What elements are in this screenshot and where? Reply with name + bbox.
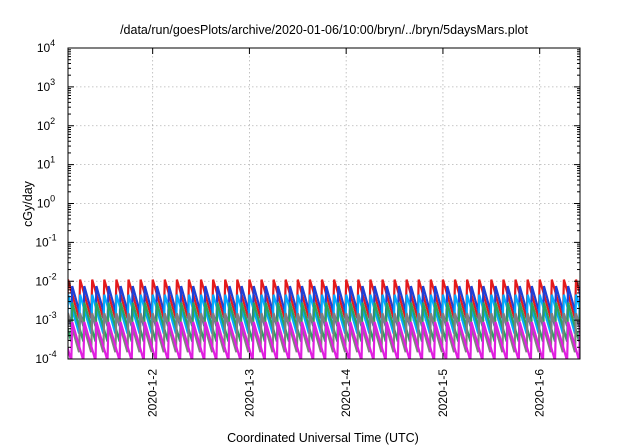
- x-tick-labels: 2020-1-2 2020-1-3 2020-1-4 2020-1-5 2020-1-6: [146, 369, 547, 417]
- series-layer: [68, 279, 580, 359]
- y-tick-label: 100: [37, 194, 55, 211]
- x-axis-label: Coordinated Universal Time (UTC): [227, 431, 419, 445]
- y-tick-label: 102: [37, 116, 55, 133]
- chart-title: /data/run/goesPlots/archive/2020-01-06/1…: [120, 23, 528, 37]
- series-line: [68, 312, 580, 353]
- x-tick-label: 2020-1-3: [242, 369, 256, 417]
- y-tick-label: 10-2: [35, 271, 56, 288]
- y-tick-label: 104: [37, 38, 55, 55]
- series-line: [68, 294, 580, 334]
- y-axis-label: cGy/day: [21, 180, 35, 227]
- x-tick-label: 2020-1-2: [146, 369, 160, 417]
- y-tick-label: 101: [37, 155, 55, 172]
- ticks-layer: [68, 47, 580, 360]
- y-tick-label: 10-1: [35, 232, 56, 249]
- y-tick-label: 10-4: [35, 349, 56, 366]
- y-tick-label: 103: [37, 77, 55, 94]
- series-line: [68, 321, 580, 359]
- series-line: [68, 279, 580, 319]
- x-tick-label: 2020-1-4: [339, 369, 353, 417]
- y-tick-labels: 10-4 10-3 10-2 10-1 100 101 102 103 104: [35, 38, 56, 366]
- x-tick-label: 2020-1-5: [436, 369, 450, 417]
- y-tick-label: 10-3: [35, 310, 56, 327]
- x-tick-label: 2020-1-6: [533, 369, 547, 417]
